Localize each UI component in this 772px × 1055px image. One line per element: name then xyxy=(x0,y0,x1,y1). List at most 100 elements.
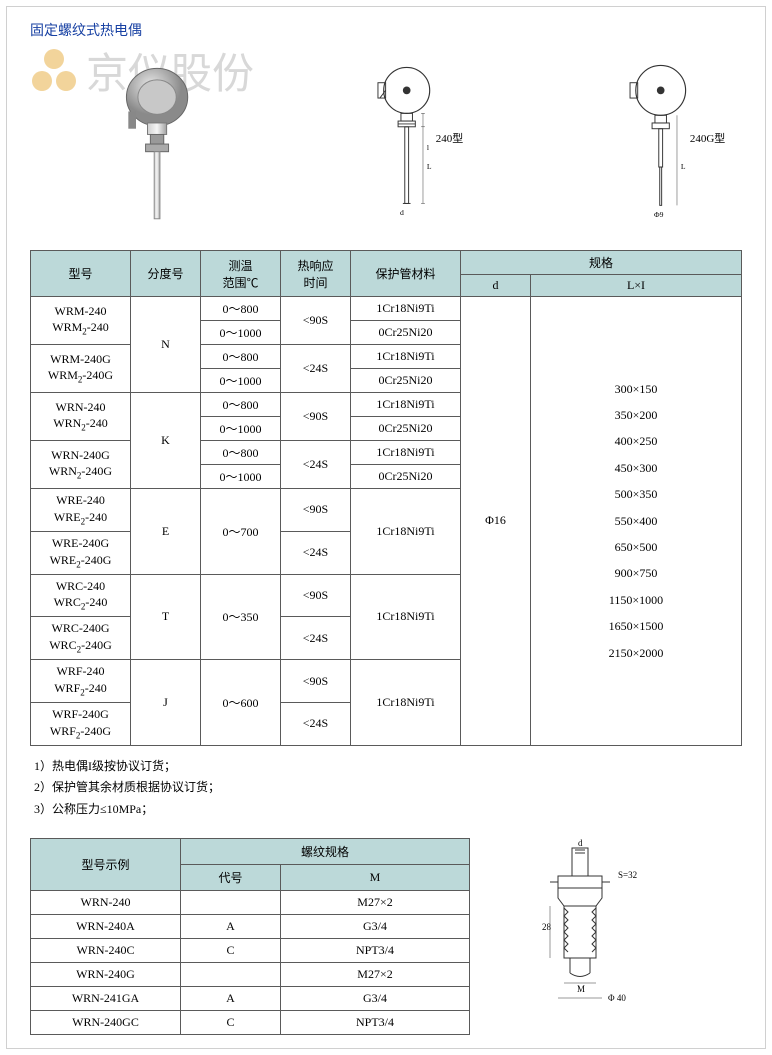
table-cell: WRE-240GWRE2-240G xyxy=(31,531,131,574)
th-code: 代号 xyxy=(181,865,281,891)
th-range: 测温范围℃ xyxy=(201,251,281,297)
table-cell: 0～800 xyxy=(201,393,281,417)
th-thread: 螺纹规格 xyxy=(181,839,470,865)
thread-table: 型号示例 螺纹规格 代号 M WRN-240M27×2 WRN-240AAG3/… xyxy=(30,838,470,1035)
screw-diagram: d S=32 28 M Φ 40 xyxy=(500,838,680,1008)
svg-text:d: d xyxy=(400,208,404,217)
table-cell: <24S xyxy=(281,617,351,660)
table-cell: <90S xyxy=(281,660,351,703)
table-cell: <24S xyxy=(281,702,351,745)
th-resp: 热响应时间 xyxy=(281,251,351,297)
table-cell: WRC-240GWRC2-240G xyxy=(31,617,131,660)
table-cell: WRM-240GWRM2-240G xyxy=(31,345,131,393)
svg-text:d: d xyxy=(578,838,583,848)
svg-text:Φ9: Φ9 xyxy=(654,210,664,219)
product-photo xyxy=(90,60,234,230)
table-cell: WRN-240 xyxy=(31,891,181,915)
table-cell: <24S xyxy=(281,345,351,393)
table-cell: NPT3/4 xyxy=(281,939,470,963)
notes: 1）热电偶I级按协议订货； 2）保护管其余材质根据协议订货； 3）公称压力≤10… xyxy=(34,756,742,821)
table-cell: G3/4 xyxy=(281,915,470,939)
table-cell: 1Cr18Ni9Ti xyxy=(351,574,461,660)
svg-text:S=32: S=32 xyxy=(618,870,637,880)
table-cell: 0～1000 xyxy=(201,417,281,441)
table-cell: 1Cr18Ni9Ti xyxy=(351,660,461,746)
table-cell: NPT3/4 xyxy=(281,1011,470,1035)
page-title: 固定螺纹式热电偶 xyxy=(30,20,742,40)
table-cell: 0～1000 xyxy=(201,369,281,393)
table-cell: J xyxy=(131,660,201,746)
table-cell: <90S xyxy=(281,489,351,532)
table-cell: WRN-240C xyxy=(31,939,181,963)
table-cell: M27×2 xyxy=(281,891,470,915)
table-cell: C xyxy=(181,1011,281,1035)
svg-text:M: M xyxy=(577,984,585,994)
images-row: L l d 240型 L Φ9 240G型 xyxy=(30,50,742,230)
th-example: 型号示例 xyxy=(31,839,181,891)
table-cell: 0～1000 xyxy=(201,465,281,489)
table-cell: WRN-240WRN2-240 xyxy=(31,393,131,441)
table-cell: WRN-240G xyxy=(31,963,181,987)
table-cell: 0Cr25Ni20 xyxy=(351,369,461,393)
table-cell: 0Cr25Ni20 xyxy=(351,465,461,489)
table-cell: T xyxy=(131,574,201,660)
table-cell: M27×2 xyxy=(281,963,470,987)
svg-text:l: l xyxy=(427,143,429,152)
table-cell: WRN-240GC xyxy=(31,1011,181,1035)
table-cell xyxy=(181,963,281,987)
table-cell: 0～800 xyxy=(201,441,281,465)
diagram-240: L l d 240型 xyxy=(354,60,488,230)
th-model: 型号 xyxy=(31,251,131,297)
table-cell: <90S xyxy=(281,393,351,441)
table-cell: 0～1000 xyxy=(201,321,281,345)
table-cell: WRN-241GA xyxy=(31,987,181,1011)
th-d: d xyxy=(461,275,531,297)
table-cell: <90S xyxy=(281,574,351,617)
table-cell: 0Cr25Ni20 xyxy=(351,417,461,441)
table-cell: 0～350 xyxy=(201,574,281,660)
diagram-240-label: 240型 xyxy=(436,130,464,146)
diagram-240g: L Φ9 240G型 xyxy=(608,60,742,230)
table-cell-d: Φ16 xyxy=(461,297,531,746)
table-cell: 1Cr18Ni9Ti xyxy=(351,345,461,369)
table-cell: 0～700 xyxy=(201,489,281,575)
note-line: 1）热电偶I级按协议订货； xyxy=(34,756,742,778)
note-line: 2）保护管其余材质根据协议订货； xyxy=(34,777,742,799)
th-m: M xyxy=(281,865,470,891)
svg-text:Φ 40: Φ 40 xyxy=(608,993,626,1003)
table-cell: WRE-240WRE2-240 xyxy=(31,489,131,532)
table-cell: <90S xyxy=(281,297,351,345)
table-cell: WRN-240A xyxy=(31,915,181,939)
table-cell: A xyxy=(181,987,281,1011)
table-cell-specs: 300×150350×200400×250450×300500×350550×4… xyxy=(531,297,742,746)
table-cell: 1Cr18Ni9Ti xyxy=(351,297,461,321)
table-cell: 0～600 xyxy=(201,660,281,746)
table-cell: G3/4 xyxy=(281,987,470,1011)
table-cell: <24S xyxy=(281,441,351,489)
table-cell: WRC-240WRC2-240 xyxy=(31,574,131,617)
svg-text:L: L xyxy=(427,162,432,171)
table-cell: N xyxy=(131,297,201,393)
table-cell: 1Cr18Ni9Ti xyxy=(351,393,461,417)
table-cell: 1Cr18Ni9Ti xyxy=(351,489,461,575)
table-cell: WRF-240GWRF2-240G xyxy=(31,702,131,745)
th-spec: 规格 xyxy=(461,251,742,275)
table-cell: 0～800 xyxy=(201,345,281,369)
diagram-240g-label: 240G型 xyxy=(690,130,725,146)
table-cell: E xyxy=(131,489,201,575)
table-cell: WRF-240WRF2-240 xyxy=(31,660,131,703)
main-spec-table: 型号 分度号 测温范围℃ 热响应时间 保护管材料 规格 d L×I WRM-24… xyxy=(30,250,742,746)
svg-text:L: L xyxy=(681,162,686,171)
table-cell: 0～800 xyxy=(201,297,281,321)
table-cell xyxy=(181,891,281,915)
table-cell: <24S xyxy=(281,531,351,574)
table-cell: WRN-240GWRN2-240G xyxy=(31,441,131,489)
th-mat: 保护管材料 xyxy=(351,251,461,297)
table-cell: 1Cr18Ni9Ti xyxy=(351,441,461,465)
table-cell: K xyxy=(131,393,201,489)
th-grad: 分度号 xyxy=(131,251,201,297)
note-line: 3）公称压力≤10MPa； xyxy=(34,799,742,821)
table-cell: A xyxy=(181,915,281,939)
table-cell: WRM-240WRM2-240 xyxy=(31,297,131,345)
table-cell: 0Cr25Ni20 xyxy=(351,321,461,345)
